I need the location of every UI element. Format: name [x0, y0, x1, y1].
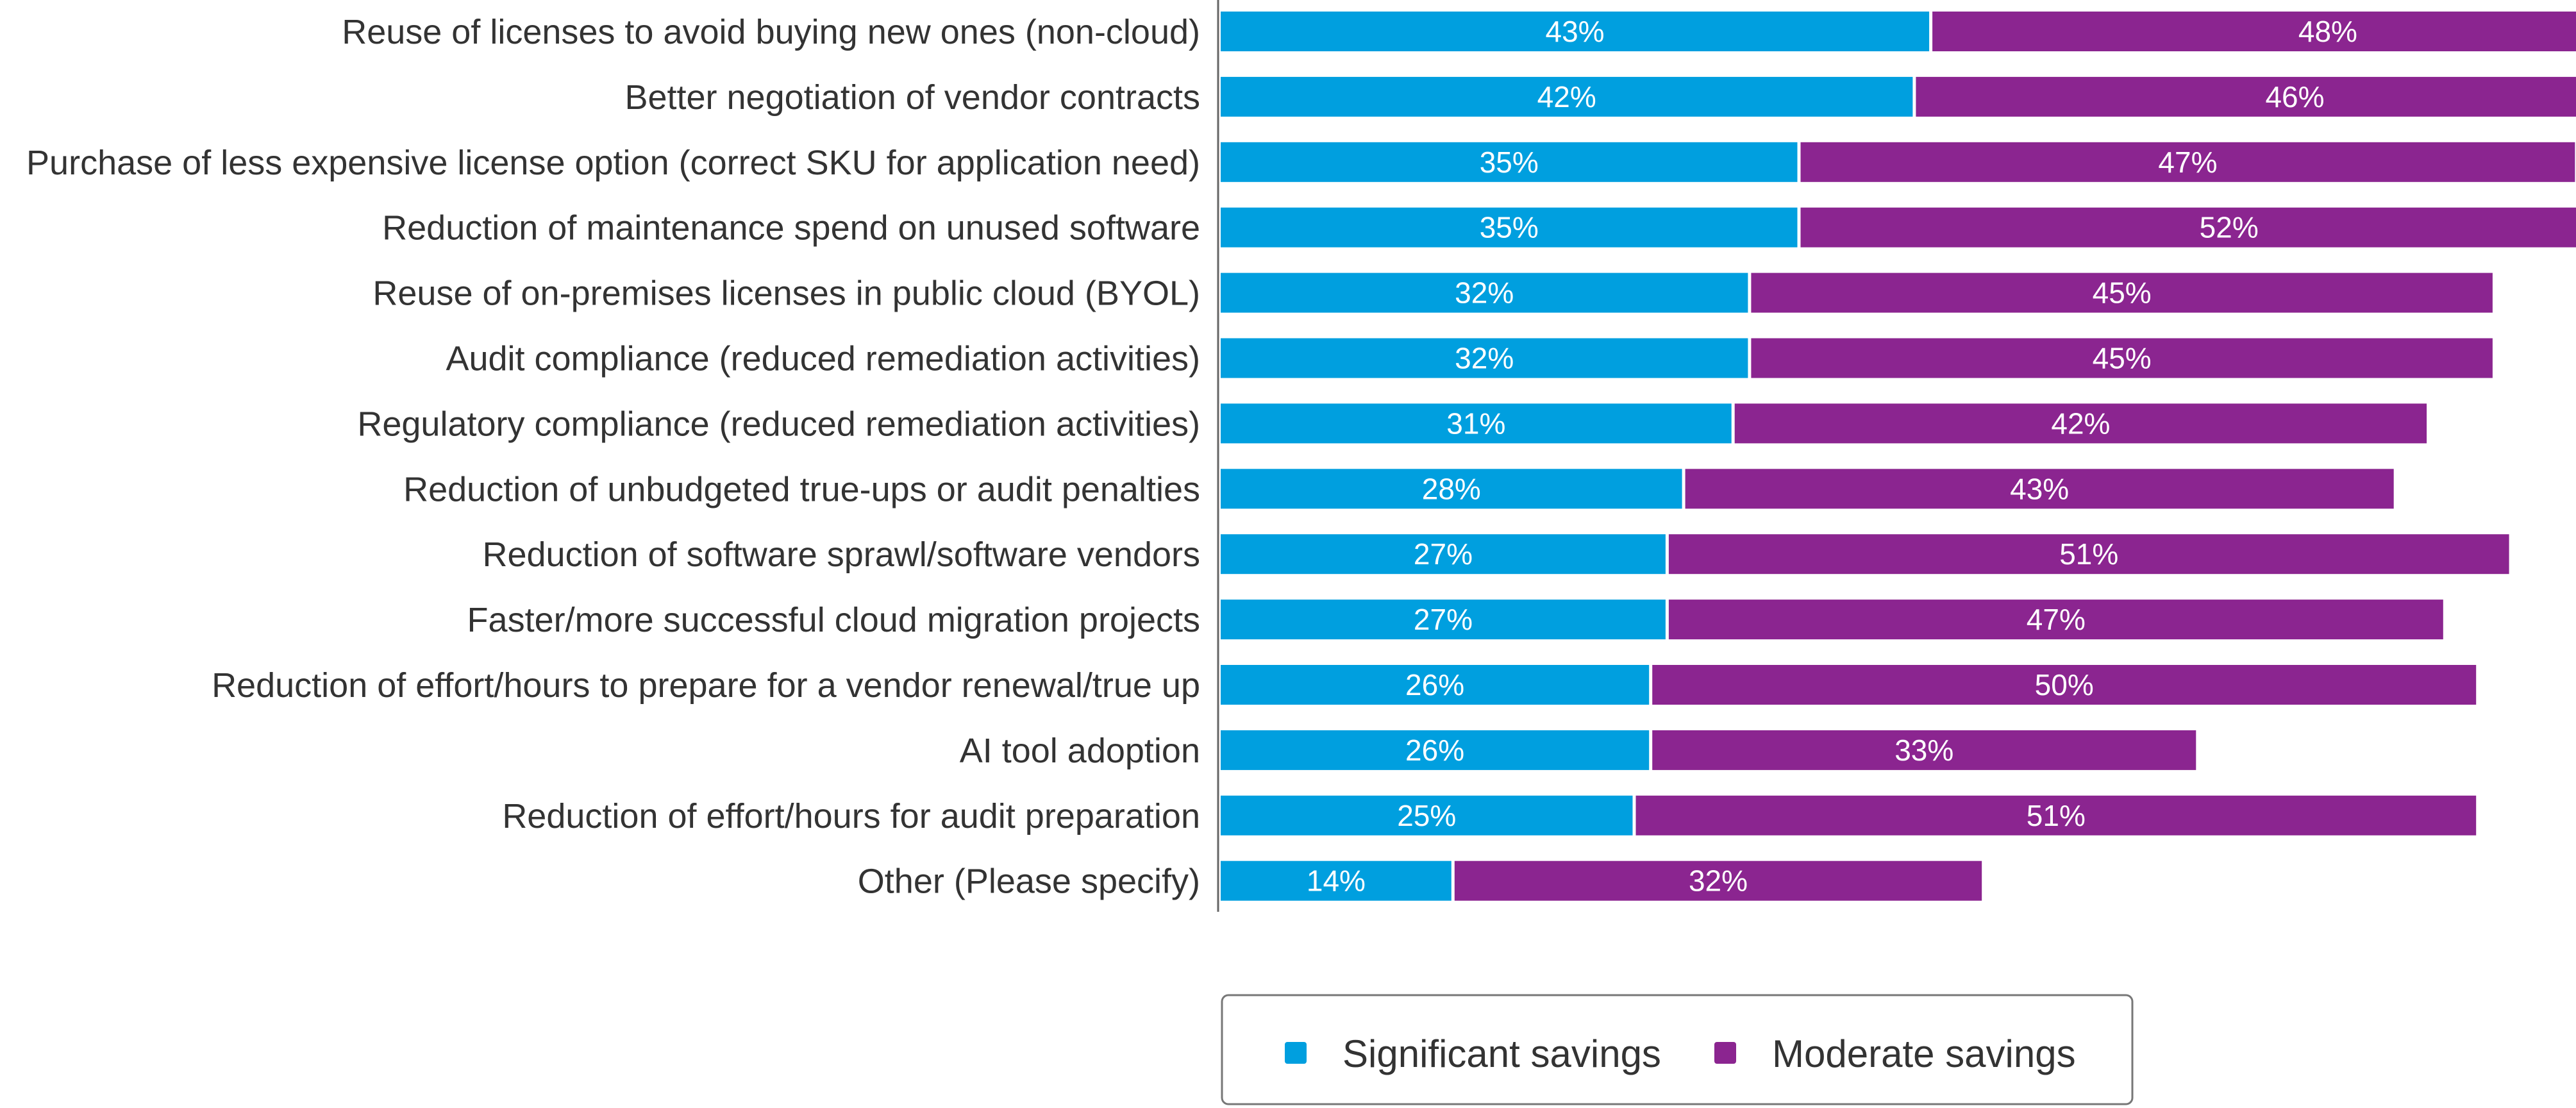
bar-significant: [1221, 338, 1748, 378]
bar-significant: [1221, 534, 1666, 575]
bar-significant: [1221, 795, 1633, 835]
bar-moderate: [1916, 76, 2576, 117]
bar-significant: [1221, 207, 1798, 248]
category-label: Audit compliance (reduced remediation ac…: [446, 340, 1200, 378]
category-label: Reduction of software sprawl/software ve…: [482, 535, 1200, 574]
bar-moderate: [1652, 730, 2196, 770]
bar-significant: [1221, 142, 1798, 182]
data-label: 47%: [2158, 146, 2217, 179]
bar-moderate: [1751, 273, 2493, 313]
data-label: 28%: [1422, 472, 1481, 505]
data-label: 46%: [2265, 80, 2324, 113]
bar-moderate: [1932, 12, 2576, 51]
bar-moderate: [1734, 403, 2427, 444]
bar-moderate: [1800, 142, 2575, 182]
data-label: 27%: [1414, 537, 1473, 571]
category-label: Better negotiation of vendor contracts: [624, 78, 1200, 117]
category-label: Reuse of on-premises licenses in public …: [372, 274, 1200, 313]
data-label: 31%: [1446, 407, 1505, 440]
data-label: 43%: [2010, 472, 2069, 505]
data-label: 50%: [2035, 668, 2094, 701]
data-label: 33%: [1894, 734, 1953, 767]
category-label: Other (Please specify): [858, 862, 1200, 901]
bar-moderate: [1751, 338, 2493, 378]
bar-moderate: [1635, 795, 2477, 835]
category-label: Regulatory compliance (reduced remediati…: [357, 405, 1200, 443]
bar-significant: [1221, 600, 1666, 640]
category-label: Faster/more successful cloud migration p…: [467, 601, 1200, 639]
data-label: 45%: [2093, 342, 2152, 375]
legend-swatch-significant: [1285, 1042, 1307, 1064]
legend-label-significant: Significant savings: [1342, 1032, 1661, 1075]
data-label: 45%: [2093, 276, 2152, 310]
data-label: 47%: [2027, 603, 2086, 636]
data-label: 35%: [1480, 146, 1539, 179]
bar-moderate: [1652, 665, 2477, 705]
data-label: 52%: [2200, 211, 2259, 244]
category-label: Reuse of licenses to avoid buying new on…: [342, 13, 1200, 51]
bar-moderate: [1668, 600, 2443, 640]
legend-label-moderate: Moderate savings: [1772, 1032, 2076, 1075]
category-labels: Reuse of licenses to avoid buying new on…: [26, 13, 1200, 901]
category-label: Reduction of unbudgeted true-ups or audi…: [403, 470, 1200, 508]
legend-box: [1221, 994, 2134, 1105]
data-label: 48%: [2298, 15, 2357, 48]
bar-moderate: [1668, 534, 2509, 575]
data-label: 51%: [2059, 537, 2118, 571]
data-label: 35%: [1480, 211, 1539, 244]
bar-significant: [1221, 665, 1650, 705]
data-label: 42%: [2051, 407, 2110, 440]
bar-significant: [1221, 12, 1930, 51]
data-label: 51%: [2027, 799, 2086, 832]
bar-significant: [1221, 76, 1913, 117]
data-label: 25%: [1397, 799, 1456, 832]
data-label: 43%: [1546, 15, 1605, 48]
category-label: Reduction of effort/hours to prepare for…: [212, 666, 1200, 705]
data-label: 27%: [1414, 603, 1473, 636]
category-label: Reduction of effort/hours for audit prep…: [502, 797, 1200, 835]
data-label: 32%: [1455, 276, 1514, 310]
bar-moderate: [1685, 469, 2394, 509]
legend-swatch-moderate: [1714, 1042, 1736, 1064]
data-label: 32%: [1455, 342, 1514, 375]
bar-significant: [1221, 403, 1732, 444]
data-label: 14%: [1307, 864, 1366, 898]
category-label: Purchase of less expensive license optio…: [26, 144, 1200, 182]
data-label: 42%: [1537, 80, 1596, 113]
data-label: 26%: [1405, 668, 1464, 701]
data-label: 26%: [1405, 734, 1464, 767]
bar-moderate: [1800, 207, 2576, 248]
bar-moderate: [1454, 860, 1982, 901]
bar-significant: [1221, 860, 1451, 901]
category-label: Reduction of maintenance spend on unused…: [382, 209, 1200, 248]
legend: Significant savings Moderate savings: [1221, 994, 2134, 1105]
data-label: 32%: [1689, 864, 1748, 898]
bar-significant: [1221, 469, 1682, 509]
bar-significant: [1221, 273, 1748, 313]
bars-layer: 43% 48% 42% 46% 35% 47% 35% 52% 32% 45% 32% 45% 31% 4…: [1221, 12, 2576, 901]
bar-significant: [1221, 730, 1650, 770]
category-label: AI tool adoption: [960, 732, 1200, 770]
